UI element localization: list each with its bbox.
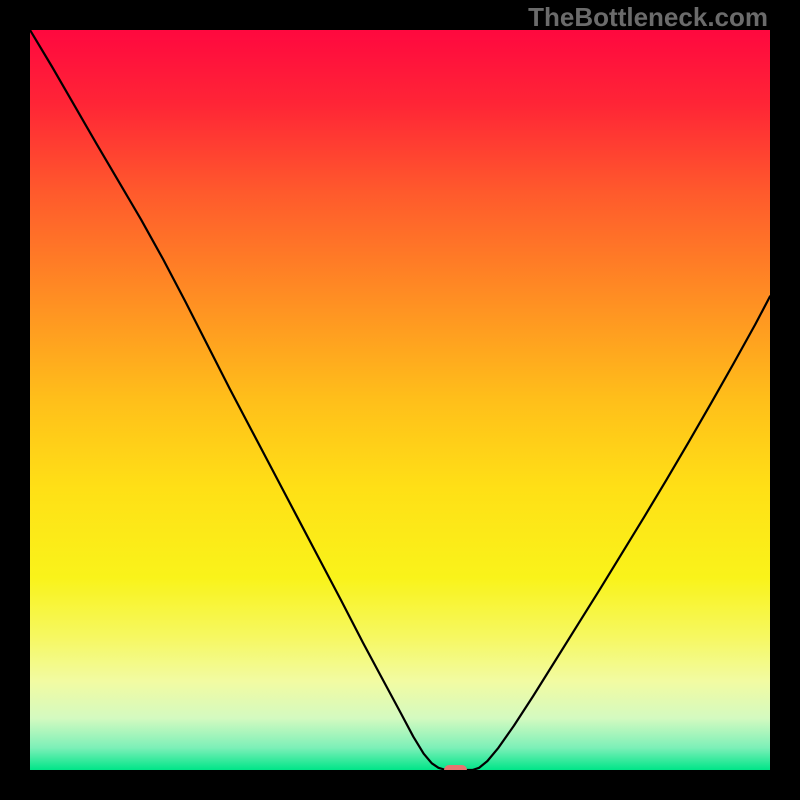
plot-area <box>30 30 770 770</box>
gradient-background <box>30 30 770 770</box>
optimal-marker <box>444 765 467 770</box>
chart-svg <box>30 30 770 770</box>
watermark-text: TheBottleneck.com <box>528 2 768 33</box>
